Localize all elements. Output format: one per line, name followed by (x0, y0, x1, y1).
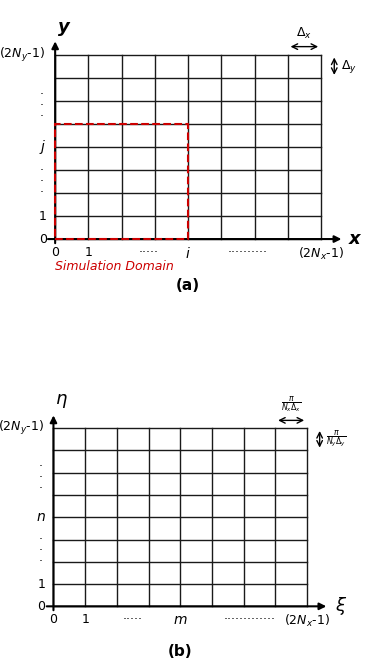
Text: ·
·
·: · · · (39, 164, 44, 199)
Text: ·····: ····· (123, 613, 143, 626)
Text: $\frac{\pi}{N_y\Delta_y}$: $\frac{\pi}{N_y\Delta_y}$ (326, 429, 346, 450)
Text: $(2N_y$-1): $(2N_y$-1) (0, 46, 45, 64)
Text: 1: 1 (84, 246, 92, 259)
Text: 1: 1 (81, 613, 89, 626)
Text: ·············: ············· (224, 613, 276, 626)
Text: $\frac{\pi}{N_x\Delta_x}$: $\frac{\pi}{N_x\Delta_x}$ (281, 395, 301, 415)
Text: ·····: ····· (138, 246, 158, 259)
Text: $\eta$: $\eta$ (55, 393, 68, 411)
Text: Simulation Domain: Simulation Domain (55, 260, 174, 273)
Text: $\Delta_y$: $\Delta_y$ (341, 58, 357, 74)
Bar (55, 124, 188, 239)
Text: $m$: $m$ (173, 613, 187, 627)
Text: ··········: ·········· (228, 246, 268, 259)
Text: $n$: $n$ (36, 510, 45, 524)
Text: 0: 0 (39, 233, 47, 246)
Text: 1: 1 (38, 578, 45, 590)
Text: ·
·
·: · · · (39, 88, 44, 123)
Text: ·
·
·: · · · (38, 533, 42, 568)
Text: 0: 0 (38, 600, 45, 613)
Text: x: x (349, 230, 361, 248)
Text: $(2N_x$-1): $(2N_x$-1) (298, 246, 344, 262)
Text: ·
·
·: · · · (38, 460, 42, 495)
Text: $(2N_x$-1): $(2N_x$-1) (284, 613, 330, 629)
Text: $(2N_y$-1): $(2N_y$-1) (0, 419, 44, 437)
Text: $j$: $j$ (39, 138, 47, 156)
Text: 0: 0 (51, 246, 59, 259)
Text: 0: 0 (49, 613, 57, 626)
Text: 1: 1 (39, 209, 47, 223)
Text: y: y (58, 18, 69, 36)
Text: $\xi$: $\xi$ (336, 595, 348, 617)
Text: (a): (a) (176, 278, 200, 293)
Text: $i$: $i$ (185, 246, 191, 261)
Text: (b): (b) (168, 644, 193, 659)
Text: $\Delta_x$: $\Delta_x$ (296, 25, 312, 41)
